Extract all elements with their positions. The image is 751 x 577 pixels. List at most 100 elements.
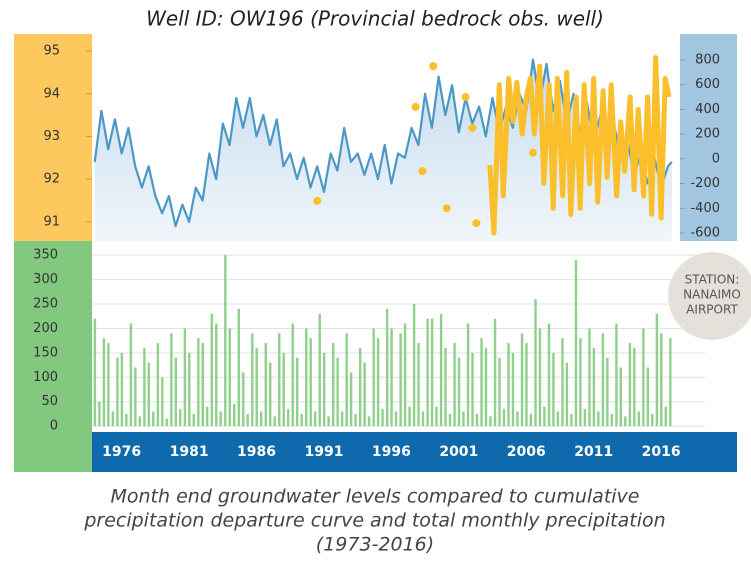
departure-point (468, 123, 477, 132)
bar (394, 411, 398, 427)
bar (300, 413, 303, 427)
bar (552, 352, 555, 427)
bar (201, 343, 204, 427)
bar (655, 313, 659, 427)
bar (615, 323, 618, 427)
bar (493, 318, 497, 427)
departure-point (429, 62, 438, 71)
bar (349, 372, 353, 427)
bar (152, 411, 155, 427)
bar (660, 333, 663, 427)
station-label: AIRPORT (686, 303, 738, 317)
y-tick-label: 50 (41, 394, 58, 409)
y-tick-label: 250 (33, 297, 58, 312)
bar (336, 357, 339, 427)
station-label: STATION: (685, 273, 740, 287)
bar (354, 413, 357, 427)
y-tick-label: 93 (43, 129, 60, 144)
bar (246, 413, 249, 427)
bar (403, 323, 407, 427)
bar (345, 333, 348, 427)
bar (669, 338, 672, 427)
bar (264, 343, 267, 427)
bar (628, 343, 632, 427)
bar (291, 323, 294, 427)
bar (138, 416, 142, 427)
bar (313, 411, 317, 427)
bar (579, 338, 582, 427)
bar (588, 328, 591, 427)
bar (489, 416, 492, 427)
bar (363, 362, 366, 427)
bar (183, 328, 187, 427)
y2-tick-label: -200 (690, 176, 720, 191)
bar (421, 411, 425, 427)
x-tick-label: 2011 (574, 444, 613, 460)
bar (322, 352, 326, 427)
bar (340, 411, 344, 427)
bar (237, 308, 240, 427)
departure-point (472, 219, 481, 228)
bar (327, 416, 330, 427)
bar (484, 347, 488, 427)
y2-tick-label: 200 (695, 127, 720, 142)
bar (624, 416, 627, 427)
bar (224, 255, 227, 427)
departure-line (487, 55, 672, 236)
caption: Month end groundwater levels compared to… (111, 486, 640, 508)
bar (367, 416, 371, 427)
bar (399, 333, 402, 427)
chart-title: Well ID: OW196 (Provincial bedrock obs. … (146, 7, 604, 31)
bar (448, 413, 452, 427)
bar (107, 343, 110, 427)
bar (305, 328, 308, 427)
departure-point (313, 196, 322, 205)
bar (457, 357, 461, 427)
bar (102, 338, 106, 427)
bar (147, 362, 151, 427)
bar (570, 413, 573, 427)
bar (417, 343, 420, 427)
bar (219, 411, 222, 427)
bar (98, 401, 101, 427)
bar (390, 328, 393, 427)
y-tick-label: 92 (43, 172, 60, 187)
y2-tick-label: 0 (712, 151, 720, 166)
bar (606, 357, 609, 427)
y2-tick-label: -600 (690, 225, 720, 240)
bar (170, 333, 173, 427)
x-tick-label: 1976 (102, 444, 141, 460)
bar (134, 367, 137, 427)
caption: (1973-2016) (316, 534, 434, 556)
bar (412, 304, 416, 427)
bar (358, 347, 362, 427)
bar (525, 343, 528, 427)
bar (543, 406, 546, 427)
bar (507, 343, 510, 427)
left-axis-band (14, 34, 92, 241)
bar (376, 338, 380, 427)
x-tick-label: 2001 (439, 444, 478, 460)
bar (129, 323, 133, 427)
bar (228, 328, 231, 427)
bar (498, 357, 501, 427)
bar (534, 299, 537, 427)
right-axis-band (680, 34, 737, 241)
caption: precipitation departure curve and total … (83, 510, 665, 532)
bar (538, 328, 542, 427)
bar (583, 409, 587, 427)
bar (259, 411, 263, 427)
bar (179, 409, 182, 427)
bar (242, 372, 245, 427)
bar (597, 411, 600, 427)
bar (111, 411, 115, 427)
bar (120, 352, 124, 427)
bar (215, 323, 218, 427)
station-badge (668, 252, 751, 340)
bar (426, 318, 429, 427)
bar (565, 362, 569, 427)
departure-point (411, 102, 420, 111)
y2-tick-label: -400 (690, 201, 720, 216)
bar (480, 338, 483, 427)
